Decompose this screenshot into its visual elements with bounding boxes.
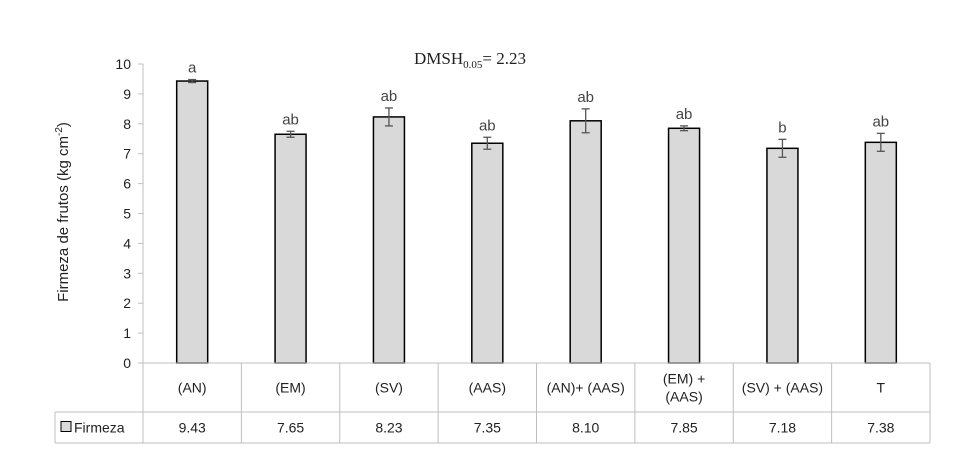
bar <box>175 80 209 364</box>
significance-letter: b <box>778 119 786 136</box>
category-label: (EM) + (AAS) <box>663 371 705 405</box>
y-axis-label: Firmeza de frutos (kg cm-2) <box>54 122 72 302</box>
table-value: 7.18 <box>769 420 796 436</box>
significance-letter: a <box>188 60 197 77</box>
table-value: 8.10 <box>572 420 599 436</box>
significance-letter: ab <box>479 117 496 134</box>
significance-letter: ab <box>282 111 299 128</box>
y-tick-label: 2 <box>123 295 131 311</box>
table-value: 7.65 <box>277 420 304 436</box>
bar <box>471 142 504 364</box>
bar <box>372 116 406 364</box>
y-tick-label: 7 <box>123 146 131 162</box>
category-label: (AN)+ (AAS) <box>547 380 625 396</box>
table-value: 8.23 <box>375 420 402 436</box>
category-label: (EM) <box>275 380 305 396</box>
bar <box>569 120 602 364</box>
dmsh-annotation: DMSH0.05= 2.23 <box>414 49 526 71</box>
legend-swatch <box>60 421 72 432</box>
category-label: (SV) <box>375 380 403 396</box>
significance-letter: ab <box>676 106 693 123</box>
significance-letter: ab <box>577 89 594 106</box>
y-tick-label: 10 <box>115 56 131 72</box>
y-tick-label: 9 <box>123 86 131 102</box>
y-tick-label: 4 <box>123 235 131 251</box>
bar <box>766 147 799 364</box>
y-tick-label: 1 <box>123 325 131 341</box>
bar <box>864 141 898 364</box>
category-label: (AN) <box>178 380 207 396</box>
table-value: 7.85 <box>670 420 697 436</box>
y-tick-label: 3 <box>123 265 131 281</box>
table-value: 7.35 <box>474 420 501 436</box>
bar <box>274 133 307 364</box>
y-tick-label: 0 <box>123 355 131 371</box>
y-tick-label: 6 <box>123 176 131 192</box>
bar <box>667 127 701 364</box>
data-table: (AN) (EM) (SV) (AAS) (AN)+ (AAS) (EM) + (AAS) (… <box>54 362 931 444</box>
category-label: (AAS) <box>469 380 506 396</box>
y-axis: 0 1 2 3 4 5 6 7 8 9 10 <box>115 56 144 371</box>
legend-label: Firmeza <box>74 420 125 436</box>
bars: a ab ab ab ab ab b ab <box>175 60 898 364</box>
significance-letter: ab <box>872 113 889 130</box>
category-label: T <box>877 380 886 396</box>
y-tick-label: 8 <box>123 116 131 132</box>
significance-letter: ab <box>381 88 398 105</box>
table-value: 7.38 <box>867 420 894 436</box>
table-value: 9.43 <box>179 420 206 436</box>
y-tick-label: 5 <box>123 206 131 222</box>
category-label: (SV) + (AAS) <box>742 380 823 396</box>
